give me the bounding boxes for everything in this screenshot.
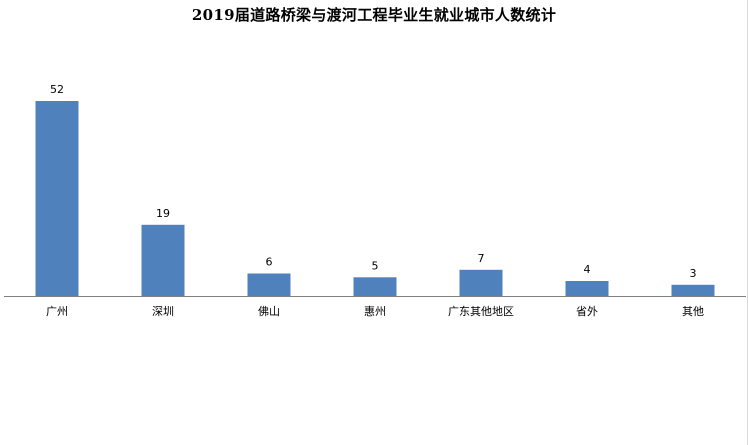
bar-3 <box>353 277 397 297</box>
data-label-3: 5 <box>372 259 379 272</box>
data-labels-group: 52 19 6 5 7 4 3 <box>50 83 697 280</box>
x-tick-label-3: 惠州 <box>364 304 386 318</box>
bars-group <box>35 101 715 297</box>
bar-4 <box>459 269 503 297</box>
data-label-2: 6 <box>266 256 273 269</box>
x-tick-label-4: 广东其他地区 <box>448 305 514 318</box>
bar-6 <box>671 284 715 297</box>
bar-0 <box>35 101 79 296</box>
data-label-6: 3 <box>690 267 697 280</box>
data-label-4: 7 <box>478 252 485 265</box>
x-tick-label-1: 深圳 <box>152 305 174 318</box>
data-label-0: 52 <box>50 83 64 96</box>
bar-5 <box>565 281 609 296</box>
bar-1 <box>141 224 185 297</box>
x-tick-labels-group: 广州 深圳 佛山 惠州 广东其他地区 省外 其他 <box>46 304 704 318</box>
data-label-5: 4 <box>584 263 591 276</box>
bar-2 <box>247 273 291 296</box>
x-tick-label-0: 广州 <box>46 305 68 318</box>
data-label-1: 19 <box>156 207 170 220</box>
x-tick-label-6: 其他 <box>682 305 704 318</box>
chart-title: 2019届道路桥梁与渡河工程毕业生就业城市人数统计 <box>191 6 557 24</box>
x-tick-label-5: 省外 <box>576 305 598 318</box>
x-tick-label-2: 佛山 <box>258 305 280 318</box>
